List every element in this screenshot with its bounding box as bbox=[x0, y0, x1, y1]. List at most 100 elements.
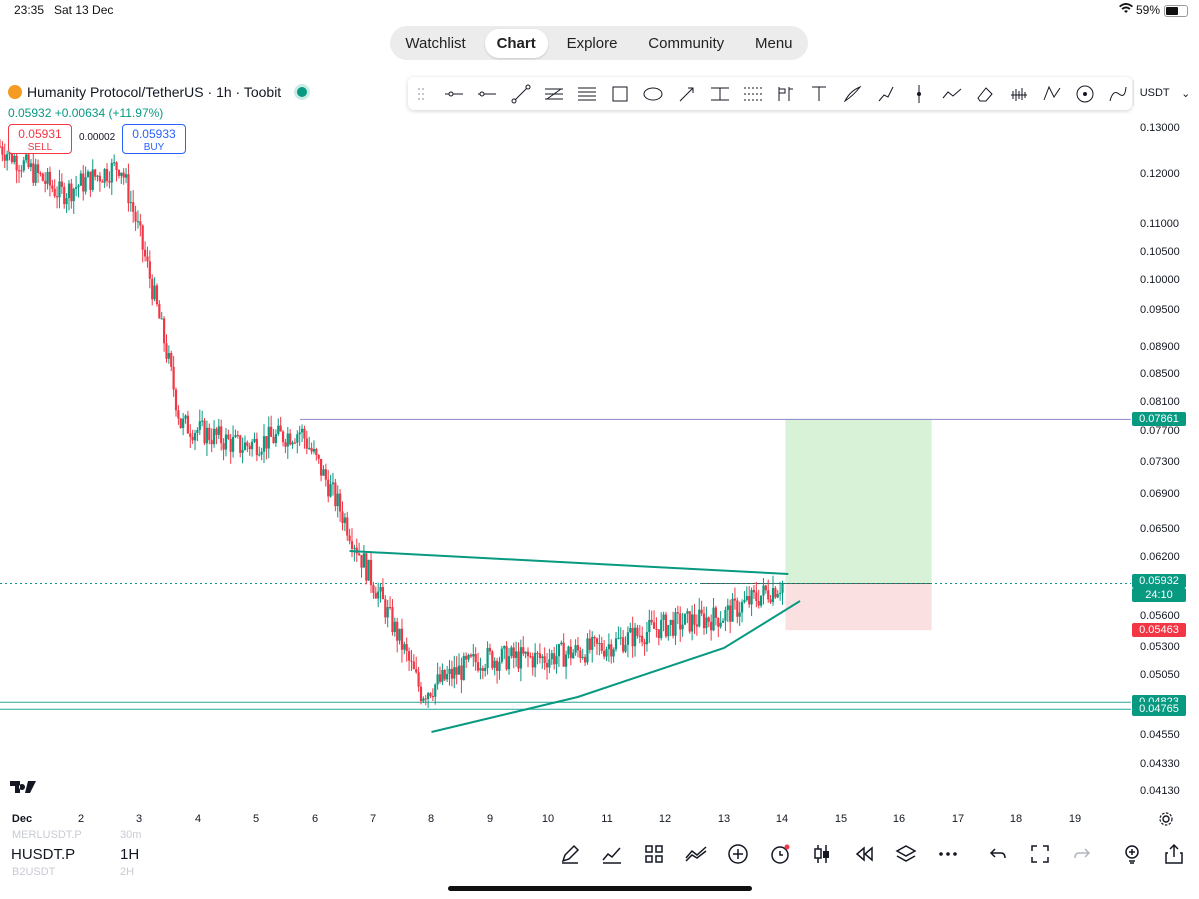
pattern-icon[interactable] bbox=[1041, 83, 1063, 105]
candle-body bbox=[710, 621, 713, 631]
settings-gear-icon[interactable] bbox=[1158, 811, 1174, 827]
candle-body bbox=[705, 617, 708, 629]
candle-body bbox=[465, 655, 468, 660]
candle-body bbox=[517, 651, 520, 669]
candle-body bbox=[631, 627, 634, 647]
tab-chart[interactable]: Chart bbox=[484, 28, 548, 58]
ellipse-icon[interactable] bbox=[642, 83, 664, 105]
replay-icon[interactable] bbox=[852, 842, 876, 866]
eraser-icon[interactable] bbox=[974, 83, 996, 105]
candle-body bbox=[103, 168, 106, 183]
horizontal-ray-icon[interactable] bbox=[443, 83, 465, 105]
candle-body bbox=[400, 628, 404, 650]
circle-target-icon[interactable] bbox=[1074, 83, 1096, 105]
candle-body bbox=[512, 647, 515, 658]
upper-trendline[interactable] bbox=[349, 550, 789, 575]
candle-body bbox=[172, 366, 175, 390]
battery-icon bbox=[1164, 5, 1188, 17]
bottom-symbol[interactable]: HUSDT.P bbox=[11, 846, 76, 863]
candle-body bbox=[422, 698, 425, 702]
target-zone[interactable] bbox=[785, 419, 932, 584]
candle-body bbox=[262, 436, 266, 452]
candle-body bbox=[110, 162, 113, 183]
candle-body bbox=[186, 415, 189, 434]
candle-body bbox=[129, 202, 132, 204]
arrow-icon[interactable] bbox=[676, 83, 698, 105]
rectangle-icon[interactable] bbox=[609, 83, 631, 105]
date-range-icon[interactable] bbox=[742, 83, 764, 105]
horizontal-line-icon[interactable] bbox=[476, 83, 498, 105]
candle-body bbox=[448, 668, 451, 675]
candle-body bbox=[160, 318, 163, 320]
lower-trendline[interactable] bbox=[431, 600, 801, 733]
candle-body bbox=[427, 693, 430, 700]
candle-body bbox=[474, 654, 477, 663]
tab-menu[interactable]: Menu bbox=[754, 34, 793, 52]
candle-body bbox=[472, 654, 475, 657]
candle-body bbox=[15, 155, 18, 171]
candle-body bbox=[633, 627, 637, 647]
candle-body bbox=[67, 183, 71, 199]
candle-body bbox=[441, 669, 444, 682]
bottom-interval[interactable]: 1H bbox=[120, 846, 140, 863]
add-icon[interactable] bbox=[726, 842, 750, 866]
candle-body bbox=[289, 433, 292, 445]
share-icon[interactable] bbox=[1162, 842, 1186, 866]
candle-body bbox=[434, 684, 437, 697]
draw-icon[interactable] bbox=[558, 842, 582, 866]
candle-body bbox=[607, 644, 610, 650]
time-tick: Dec bbox=[11, 813, 33, 825]
candle-body bbox=[595, 638, 599, 644]
price-tick: 0.06200 bbox=[1140, 551, 1180, 563]
tab-community[interactable]: Community bbox=[648, 34, 725, 52]
tab-explore[interactable]: Explore bbox=[566, 34, 618, 52]
indicators-icon[interactable] bbox=[600, 842, 624, 866]
trend-line-icon[interactable] bbox=[510, 83, 532, 105]
path-icon[interactable] bbox=[875, 83, 897, 105]
templates-icon[interactable] bbox=[642, 842, 666, 866]
vertical-line-icon[interactable] bbox=[908, 83, 930, 105]
candle-body bbox=[17, 170, 21, 172]
candle-body bbox=[22, 160, 25, 171]
undo-icon[interactable] bbox=[986, 842, 1010, 866]
candle-body bbox=[379, 586, 382, 592]
candle-body bbox=[391, 607, 394, 632]
candle-body bbox=[588, 638, 591, 650]
volume-profile-icon[interactable] bbox=[1008, 83, 1030, 105]
price-range-icon[interactable] bbox=[709, 83, 731, 105]
candle-body bbox=[36, 164, 40, 173]
tab-watchlist[interactable]: Watchlist bbox=[405, 34, 466, 52]
fib-retracement-icon[interactable] bbox=[543, 83, 565, 105]
curve-icon[interactable] bbox=[1107, 83, 1129, 105]
candle-body bbox=[455, 667, 458, 675]
redo-icon[interactable] bbox=[1070, 842, 1094, 866]
brush-icon[interactable] bbox=[842, 83, 864, 105]
text-icon[interactable] bbox=[808, 83, 830, 105]
buy-button[interactable]: 0.05933 BUY bbox=[122, 124, 186, 154]
fullscreen-icon[interactable] bbox=[1028, 842, 1052, 866]
stop-zone[interactable] bbox=[785, 583, 932, 631]
candle-body bbox=[417, 672, 420, 687]
layers-icon[interactable] bbox=[894, 842, 918, 866]
candle-body bbox=[553, 653, 556, 665]
price-chart[interactable] bbox=[0, 110, 1199, 810]
alert-icon[interactable] bbox=[768, 842, 792, 866]
price-tick: 0.05600 bbox=[1140, 610, 1180, 622]
polyline-icon[interactable] bbox=[941, 83, 963, 105]
candle-body bbox=[733, 598, 737, 601]
candle-body bbox=[310, 447, 313, 452]
parallel-channel-icon[interactable] bbox=[576, 83, 598, 105]
candle-body bbox=[781, 583, 784, 593]
candle-body bbox=[493, 660, 496, 668]
price-tick: 0.06500 bbox=[1140, 523, 1180, 535]
currency-select[interactable]: USDT ⌄ bbox=[1133, 80, 1196, 106]
chevron-down-icon: ⌄ bbox=[1181, 87, 1191, 100]
ideas-icon[interactable] bbox=[1120, 842, 1144, 866]
compare-icon[interactable] bbox=[684, 842, 708, 866]
candle-type-icon[interactable] bbox=[810, 842, 834, 866]
more-icon[interactable] bbox=[936, 842, 960, 866]
price-tick: 0.11000 bbox=[1140, 218, 1179, 230]
symbol-title[interactable]: Humanity Protocol/TetherUS · 1h · Toobit bbox=[27, 84, 282, 100]
long-position-icon[interactable] bbox=[775, 83, 797, 105]
sell-button[interactable]: 0.05931 SELL bbox=[8, 124, 72, 154]
